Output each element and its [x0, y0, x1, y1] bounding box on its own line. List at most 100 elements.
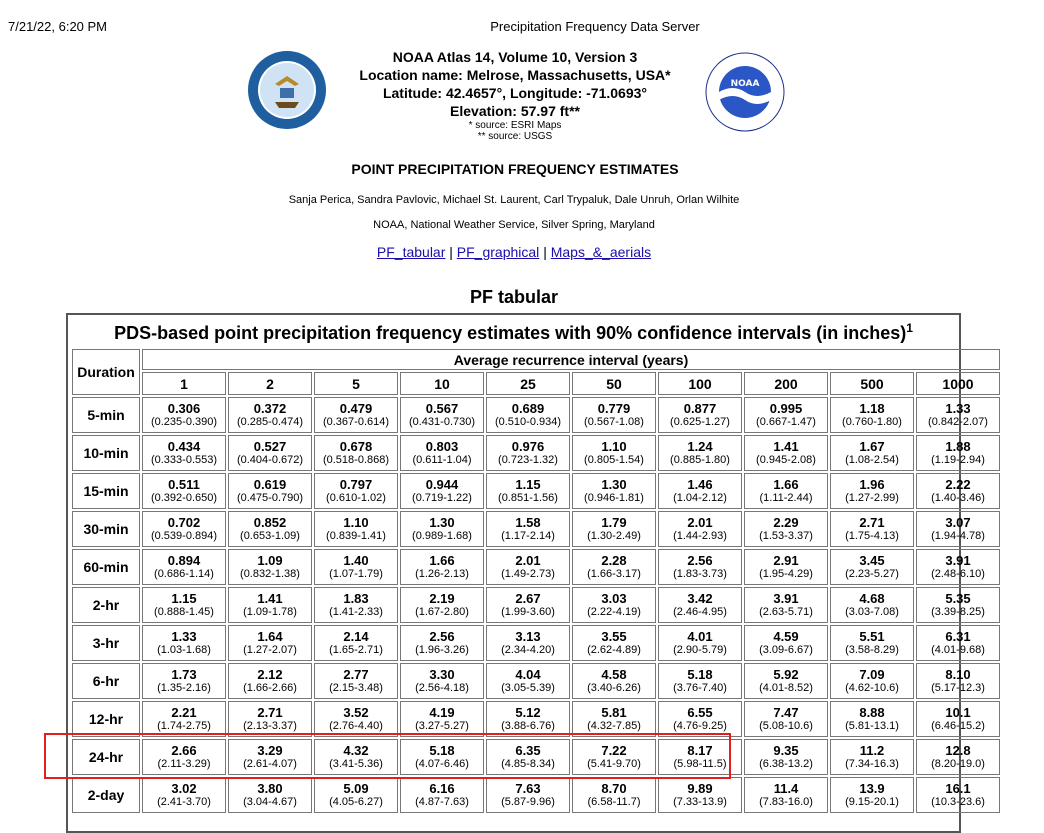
estimate-cell: 1.66 (1.11-2.44)	[744, 473, 828, 509]
estimate-cell: 1.73 (1.35-2.16)	[142, 663, 226, 699]
confidence-interval: (3.27-5.27)	[415, 719, 469, 732]
link-separator: |	[449, 244, 453, 260]
confidence-interval: (2.63-5.71)	[759, 605, 813, 618]
estimate-cell: 1.66 (1.26-2.13)	[400, 549, 484, 585]
estimate-cell: 0.852 (0.653-1.09)	[228, 511, 312, 547]
confidence-interval: (5.08-10.6)	[759, 719, 813, 732]
estimate-value: 1.09	[257, 552, 283, 568]
confidence-interval: (2.76-4.40)	[329, 719, 383, 732]
estimate-value: 6.31	[945, 628, 971, 644]
estimate-value: 4.59	[773, 628, 799, 644]
table-title: PDS-based point precipitation frequency …	[114, 321, 913, 343]
estimate-cell: 0.803 (0.611-1.04)	[400, 435, 484, 471]
estimate-cell: 1.58 (1.17-2.14)	[486, 511, 570, 547]
estimate-cell: 1.15 (0.851-1.56)	[486, 473, 570, 509]
duration-header: Duration	[72, 349, 140, 395]
confidence-interval: (2.41-3.70)	[157, 795, 211, 808]
confidence-interval: (6.38-13.2)	[759, 757, 813, 770]
confidence-interval: (0.946-1.81)	[584, 491, 644, 504]
confidence-interval: (0.888-1.45)	[154, 605, 214, 618]
section-title: POINT PRECIPITATION FREQUENCY ESTIMATES	[351, 161, 679, 177]
estimate-cell: 3.91 (2.63-5.71)	[744, 587, 828, 623]
estimate-value: 0.894	[167, 552, 201, 568]
confidence-interval: (1.95-4.29)	[759, 567, 813, 580]
duration-cell: 2-day	[72, 777, 140, 813]
estimate-cell: 7.09 (4.62-10.6)	[830, 663, 914, 699]
estimate-cell: 6.55 (4.76-9.25)	[658, 701, 742, 737]
confidence-interval: (1.99-3.60)	[501, 605, 555, 618]
confidence-interval: (5.87-9.96)	[501, 795, 555, 808]
estimate-value: 2.56	[687, 552, 713, 568]
link-maps-aerials[interactable]: Maps_&_aerials	[550, 244, 652, 260]
estimate-cell: 0.527 (0.404-0.672)	[228, 435, 312, 471]
estimate-value: 7.22	[601, 742, 627, 758]
confidence-interval: (9.15-20.1)	[845, 795, 899, 808]
estimate-value: 1.10	[343, 514, 369, 530]
estimate-value: 0.434	[167, 438, 201, 454]
estimate-cell: 4.32 (3.41-5.36)	[314, 739, 398, 775]
year-header: 10	[400, 372, 484, 395]
year-header: 50	[572, 372, 656, 395]
confidence-interval: (1.19-2.94)	[931, 453, 985, 466]
estimate-value: 1.15	[171, 590, 197, 606]
confidence-interval: (3.40-6.26)	[587, 681, 641, 694]
confidence-interval: (3.76-7.40)	[673, 681, 727, 694]
link-pf-tabular[interactable]: PF_tabular	[376, 244, 446, 260]
estimate-value: 5.12	[515, 704, 541, 720]
svg-text:NOAA: NOAA	[731, 79, 760, 89]
year-header: 1	[142, 372, 226, 395]
confidence-interval: (1.26-2.13)	[415, 567, 469, 580]
estimate-value: 2.19	[429, 590, 455, 606]
confidence-interval: (4.01-8.52)	[759, 681, 813, 694]
confidence-interval: (1.67-2.80)	[415, 605, 469, 618]
confidence-interval: (1.44-2.93)	[673, 529, 727, 542]
confidence-interval: (3.39-8.25)	[931, 605, 985, 618]
estimate-value: 4.19	[429, 704, 455, 720]
estimate-value: 2.21	[171, 704, 197, 720]
estimate-cell: 8.10 (5.17-12.3)	[916, 663, 1000, 699]
estimate-value: 7.63	[515, 780, 541, 796]
estimate-cell: 0.689 (0.510-0.934)	[486, 397, 570, 433]
confidence-interval: (2.62-4.89)	[587, 643, 641, 656]
year-header: 5	[314, 372, 398, 395]
duration-cell: 12-hr	[72, 701, 140, 737]
link-pf-graphical[interactable]: PF_graphical	[456, 244, 540, 260]
estimate-value: 16.1	[945, 780, 971, 796]
confidence-interval: (2.13-3.37)	[243, 719, 297, 732]
confidence-interval: (4.87-7.63)	[415, 795, 469, 808]
estimate-value: 2.01	[515, 552, 541, 568]
estimate-value: 5.18	[687, 666, 713, 682]
estimate-value: 0.689	[511, 400, 545, 416]
confidence-interval: (0.653-1.09)	[240, 529, 300, 542]
confidence-interval: (0.945-2.08)	[756, 453, 816, 466]
confidence-interval: (2.15-3.48)	[329, 681, 383, 694]
estimate-cell: 1.33 (0.842-2.07)	[916, 397, 1000, 433]
estimate-value: 3.52	[343, 704, 369, 720]
estimate-value: 1.46	[687, 476, 713, 492]
estimate-value: 1.58	[515, 514, 541, 530]
table-row: 30-min 0.702 (0.539-0.894) 0.852 (0.653-1.09…	[72, 511, 1000, 547]
estimate-cell: 0.619 (0.475-0.790)	[228, 473, 312, 509]
year-header: 2	[228, 372, 312, 395]
estimate-value: 1.33	[945, 400, 971, 416]
ari-header: Average recurrence interval (years)	[142, 349, 1000, 370]
table-row: 2-hr 1.15 (0.888-1.45) 1.41 (1.09-1.78) 1.83(…	[72, 587, 1000, 623]
estimate-cell: 0.779 (0.567-1.08)	[572, 397, 656, 433]
page-header-title: Precipitation Frequency Data Server	[490, 19, 700, 34]
estimate-cell: 1.67 (1.08-2.54)	[830, 435, 914, 471]
estimate-value: 1.88	[945, 438, 971, 454]
confidence-interval: (1.27-2.99)	[845, 491, 899, 504]
estimate-cell: 2.19 (1.67-2.80)	[400, 587, 484, 623]
estimate-value: 1.18	[859, 400, 885, 416]
confidence-interval: (3.09-6.67)	[759, 643, 813, 656]
confidence-interval: (2.48-6.10)	[931, 567, 985, 580]
confidence-interval: (1.66-2.66)	[243, 681, 297, 694]
estimate-value: 0.372	[253, 400, 287, 416]
estimate-cell: 11.2 (7.34-16.3)	[830, 739, 914, 775]
estimate-cell: 2.21 (1.74-2.75)	[142, 701, 226, 737]
year-header: 200	[744, 372, 828, 395]
estimate-value: 0.976	[511, 438, 545, 454]
estimate-value: 3.30	[429, 666, 455, 682]
estimate-value: 1.67	[859, 438, 885, 454]
estimate-value: 4.01	[687, 628, 713, 644]
